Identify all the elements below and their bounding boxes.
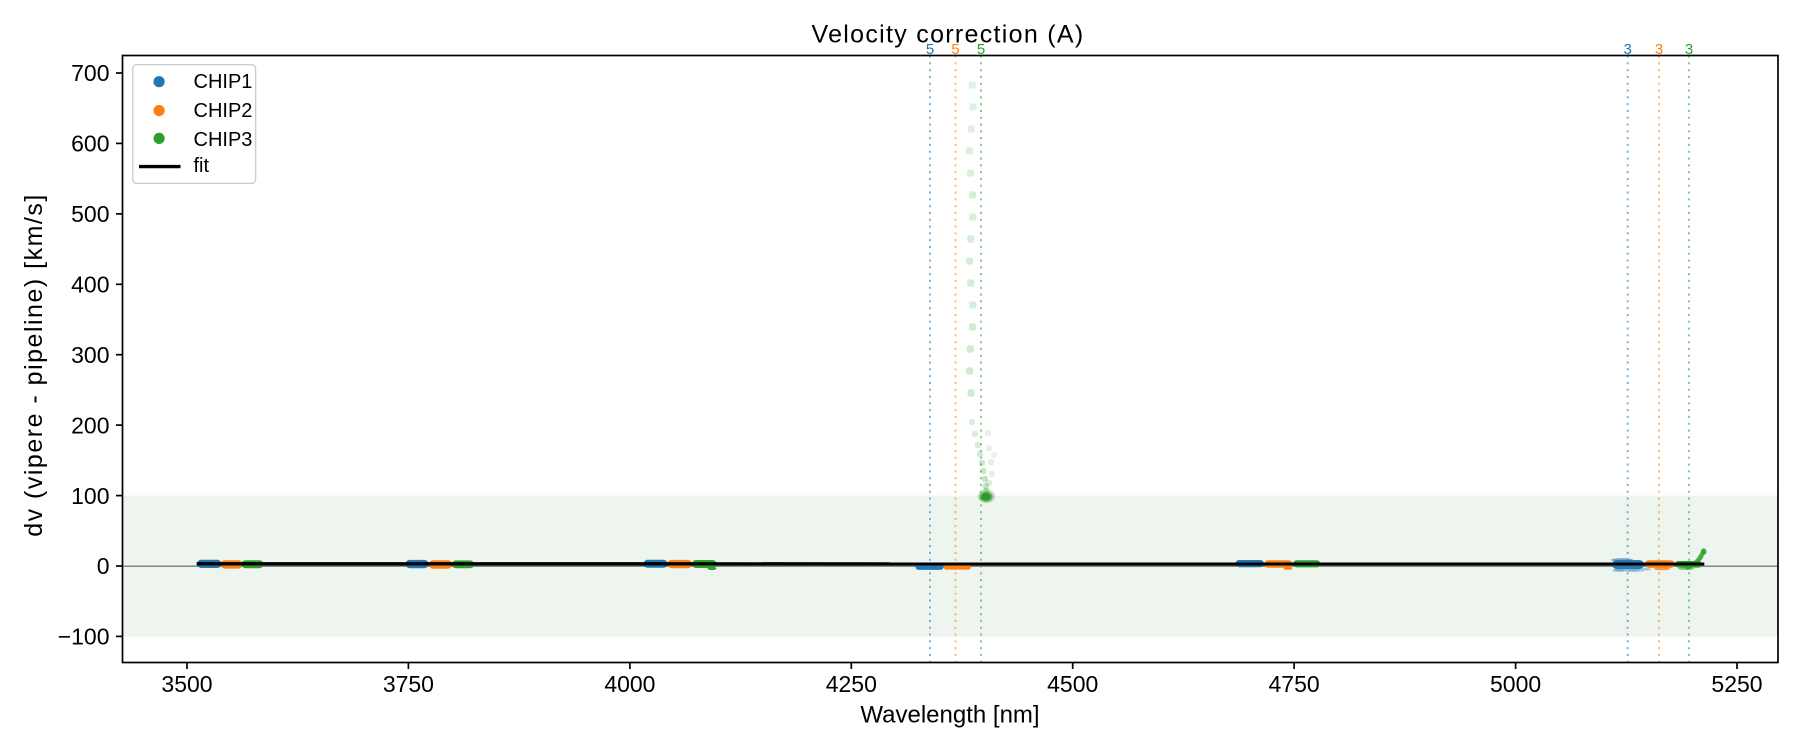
svg-text:3750: 3750 [383,671,434,697]
svg-text:3: 3 [1655,41,1663,58]
svg-text:4250: 4250 [826,671,877,697]
svg-text:500: 500 [71,201,109,227]
svg-text:dv (vipere - pipeline) [km/s]: dv (vipere - pipeline) [km/s] [20,193,48,537]
svg-text:Velocity correction (A): Velocity correction (A) [811,21,1084,49]
svg-text:0: 0 [97,553,110,579]
svg-text:fit: fit [194,155,210,177]
svg-text:5: 5 [926,41,934,58]
svg-text:200: 200 [71,412,109,438]
svg-text:−100: −100 [58,624,110,650]
svg-text:3500: 3500 [161,671,212,697]
svg-text:700: 700 [71,60,109,86]
svg-text:5250: 5250 [1711,671,1762,697]
svg-text:3: 3 [1685,41,1693,58]
svg-text:3: 3 [1624,41,1632,58]
svg-text:600: 600 [71,131,109,157]
svg-text:4500: 4500 [1047,671,1098,697]
svg-text:CHIP2: CHIP2 [194,100,253,122]
svg-text:5: 5 [977,41,985,58]
svg-text:CHIP1: CHIP1 [194,71,253,93]
svg-text:4000: 4000 [604,671,655,697]
svg-text:CHIP3: CHIP3 [194,129,253,151]
svg-text:4750: 4750 [1269,671,1320,697]
svg-text:5000: 5000 [1490,671,1541,697]
svg-text:100: 100 [71,483,109,509]
svg-text:Wavelength [nm]: Wavelength [nm] [860,701,1039,728]
svg-text:5: 5 [951,41,959,58]
svg-text:400: 400 [71,272,109,298]
svg-text:300: 300 [71,342,109,368]
